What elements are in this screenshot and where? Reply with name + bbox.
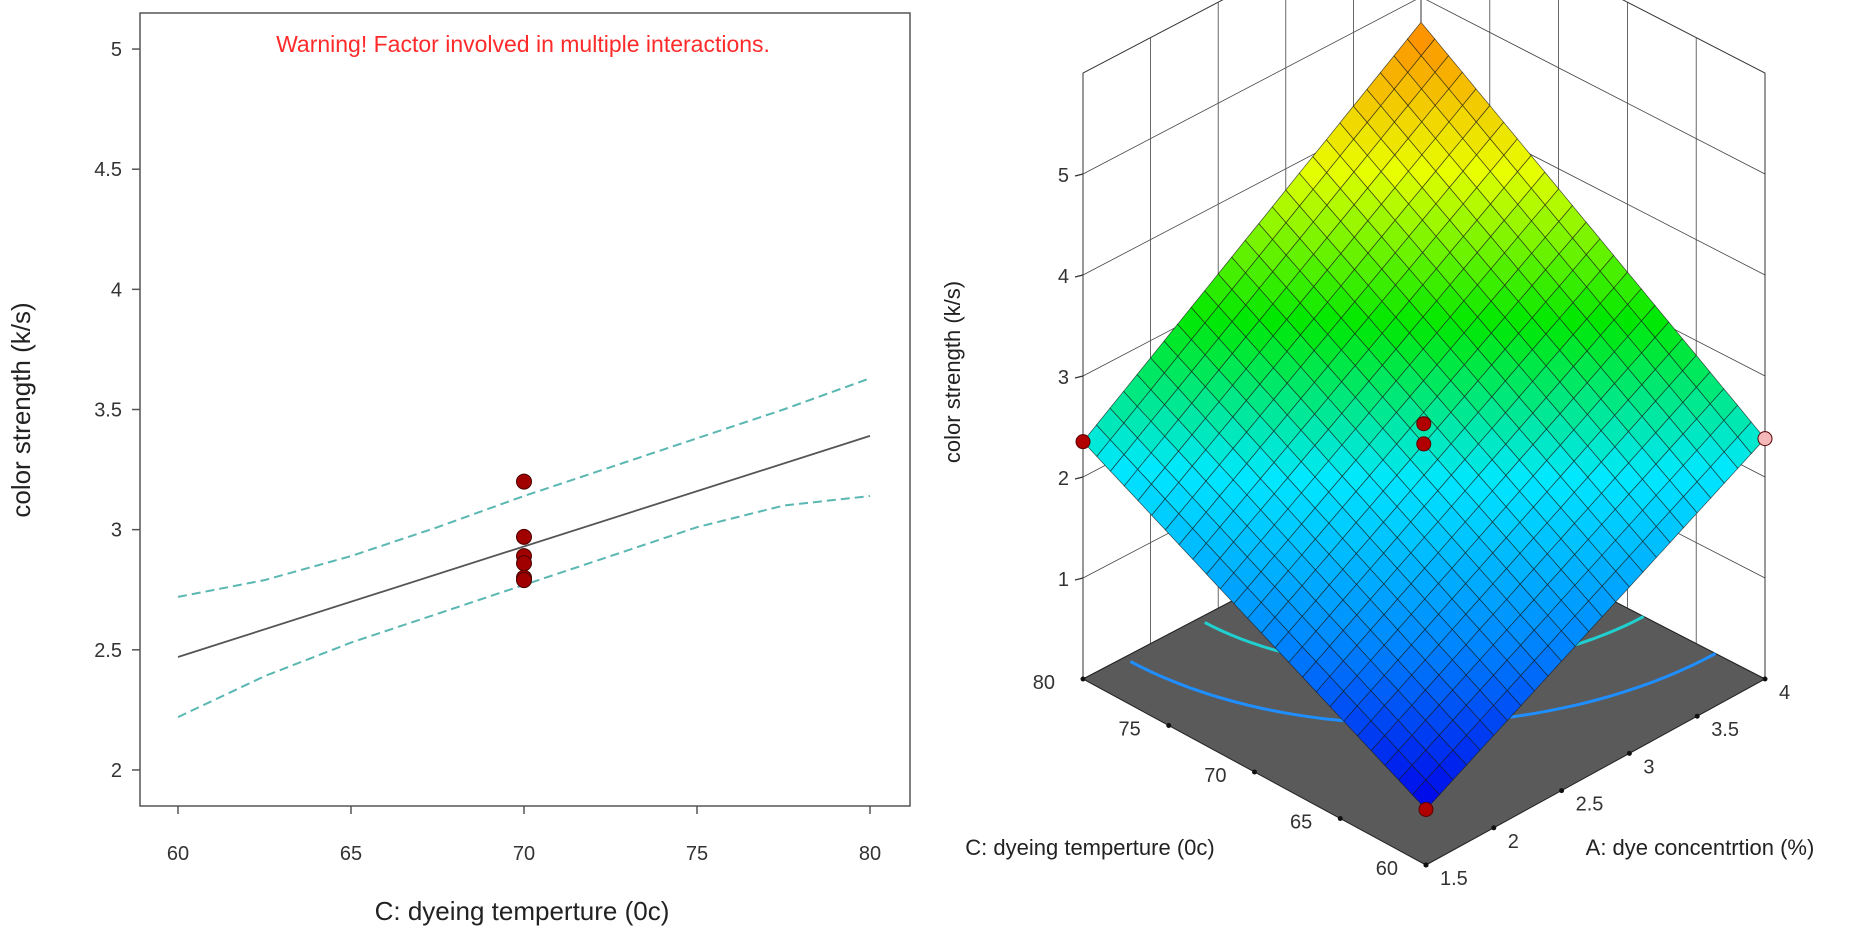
y-axis-label: color strength (k/s) bbox=[6, 302, 36, 517]
x-tick-label-3d: 3 bbox=[1643, 756, 1654, 778]
x-axis-label: C: dyeing temperture (0c) bbox=[375, 896, 670, 926]
y-tick-label-3d: 75 bbox=[1119, 719, 1141, 741]
y-tick-3d bbox=[1252, 769, 1257, 775]
y-tick-3d bbox=[1080, 676, 1086, 682]
z-tick-label: 1 bbox=[1058, 569, 1069, 591]
axis-ticks-3d: 1 2 3 4 5 60 65 70 75 80 1.5 2 2.5 3 3.5 4 bbox=[1033, 165, 1790, 890]
y-tick-3d bbox=[1337, 816, 1343, 821]
surface-mesh bbox=[1082, 21, 1766, 811]
y-tick-label: 5 bbox=[111, 39, 122, 61]
z-tick-label: 3 bbox=[1058, 367, 1069, 389]
axis-ticks: 2 2.5 3 3.5 4 4.5 5 60 65 70 75 80 bbox=[94, 39, 881, 865]
design-point bbox=[516, 473, 532, 490]
z-tick-label: 5 bbox=[1058, 165, 1069, 187]
design-point bbox=[516, 528, 532, 545]
x-tick-3d bbox=[1559, 788, 1565, 794]
x-tick-label-3d: 1.5 bbox=[1440, 868, 1468, 890]
z-tick bbox=[1074, 375, 1084, 379]
y-tick-3d bbox=[1166, 723, 1172, 728]
surface-point bbox=[1416, 436, 1432, 452]
x-tick-label-3d: 3.5 bbox=[1711, 719, 1739, 741]
y-tick-label-3d: 70 bbox=[1204, 765, 1226, 787]
plot-frame bbox=[139, 12, 911, 807]
design-point bbox=[516, 555, 532, 572]
y-tick-label: 4 bbox=[111, 279, 122, 301]
wall-grid-line bbox=[1082, 0, 1766, 175]
x-tick-label-3d: 2.5 bbox=[1576, 794, 1604, 816]
z-tick bbox=[1074, 274, 1084, 278]
z-tick bbox=[1074, 476, 1084, 480]
x-tick-label: 65 bbox=[340, 843, 362, 865]
y-tick-label: 4.5 bbox=[94, 159, 122, 181]
x-tick-3d bbox=[1762, 676, 1768, 682]
x-tick-label: 60 bbox=[167, 843, 189, 865]
y-tick-label-3d: 65 bbox=[1290, 812, 1312, 834]
x-tick-label: 70 bbox=[513, 843, 535, 865]
z-tick bbox=[1074, 577, 1084, 581]
surface-point bbox=[1418, 801, 1434, 817]
x-tick-label: 80 bbox=[859, 843, 881, 865]
z-tick-label: 2 bbox=[1058, 468, 1069, 490]
response-surface-plot: 1 2 3 4 5 60 65 70 75 80 1.5 2 2.5 3 3.5 4 color streng… bbox=[940, 0, 1814, 890]
x-tick-3d bbox=[1491, 825, 1497, 831]
y-tick-label: 3.5 bbox=[94, 400, 122, 422]
surface-point bbox=[1075, 434, 1091, 450]
surface-point bbox=[1757, 431, 1773, 447]
design-points bbox=[516, 473, 532, 589]
x-tick-3d bbox=[1423, 862, 1429, 868]
surface-point bbox=[1416, 416, 1432, 432]
z-tick bbox=[1074, 173, 1084, 177]
one-factor-plot: Warning! Factor involved in multiple int… bbox=[6, 12, 911, 926]
x-tick-label-3d: 2 bbox=[1508, 831, 1519, 853]
surface-facet bbox=[1407, 21, 1436, 57]
upper-ci-line bbox=[177, 377, 871, 598]
z-tick-label: 4 bbox=[1058, 266, 1069, 288]
y-tick-label-3d: 80 bbox=[1033, 672, 1055, 694]
x-axis-label-3d: A: dye concentrtion (%) bbox=[1586, 835, 1815, 860]
x-tick-label: 75 bbox=[686, 843, 708, 865]
x-tick-label-3d: 4 bbox=[1779, 682, 1790, 704]
design-point bbox=[516, 572, 532, 589]
z-axis-label: color strength (k/s) bbox=[940, 281, 965, 463]
y-tick-label: 2.5 bbox=[94, 640, 122, 662]
surface-points bbox=[1075, 416, 1773, 817]
y-tick-label: 2 bbox=[111, 760, 122, 782]
y-tick-label-3d: 60 bbox=[1376, 858, 1398, 880]
warning-text: Warning! Factor involved in multiple int… bbox=[276, 31, 770, 57]
y-tick-label: 3 bbox=[111, 520, 122, 542]
x-tick-3d bbox=[1694, 713, 1700, 719]
prediction-line bbox=[177, 435, 871, 658]
y-axis-label-3d: C: dyeing temperture (0c) bbox=[965, 835, 1214, 860]
x-tick-3d bbox=[1626, 750, 1632, 756]
